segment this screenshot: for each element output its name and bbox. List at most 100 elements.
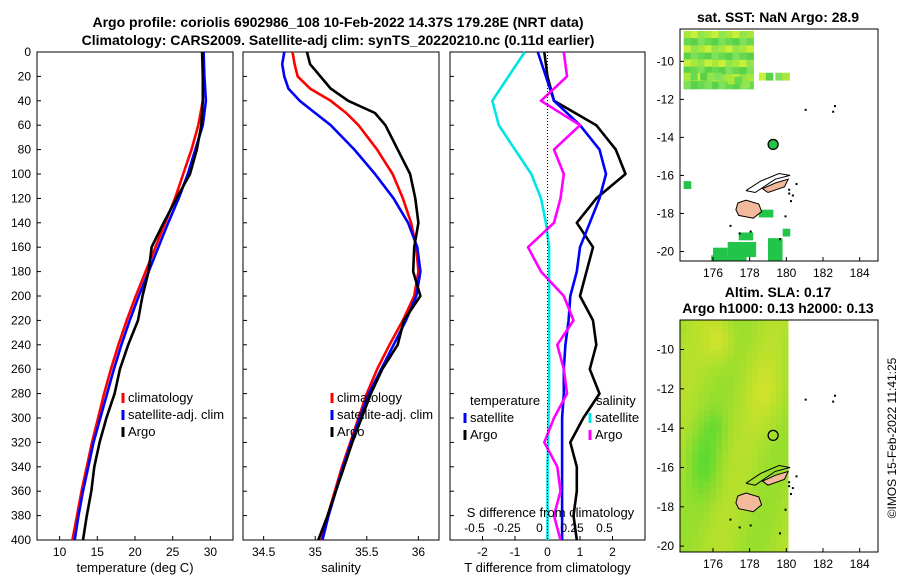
sla-field-cell bbox=[752, 392, 759, 399]
sla-field-cell bbox=[698, 380, 705, 387]
sla-field-cell bbox=[740, 458, 747, 465]
sst-field-cell bbox=[718, 255, 726, 261]
sst_map-xtick-label: 178 bbox=[740, 266, 760, 280]
sst-field-cell bbox=[725, 38, 734, 46]
sla-field-cell bbox=[710, 476, 717, 483]
sla-field-cell bbox=[680, 488, 687, 495]
sla-field-cell bbox=[746, 374, 753, 381]
sla-field-cell bbox=[716, 452, 723, 459]
sst-map-panel: sat. SST: NaN Argo: 28.9 176 178 180 182 184 -… bbox=[657, 9, 879, 280]
sla-field-cell bbox=[764, 494, 771, 501]
sla-field-cell bbox=[698, 500, 705, 507]
sla-field-cell bbox=[722, 452, 729, 459]
sla-field-cell bbox=[680, 512, 687, 519]
sla-field-cell bbox=[716, 536, 723, 543]
sla-field-cell bbox=[770, 350, 777, 357]
sla-field-cell bbox=[686, 422, 693, 429]
sla-field-cell bbox=[704, 518, 711, 525]
sla-field-cell bbox=[740, 452, 747, 459]
sla-field-cell bbox=[758, 350, 765, 357]
temperature-series-argo bbox=[81, 51, 205, 541]
islet-mark bbox=[804, 108, 807, 111]
sla-field-cell bbox=[782, 548, 789, 552]
sla-field-cell bbox=[704, 362, 711, 369]
depth-tick-label: 40 bbox=[18, 94, 32, 108]
sla-field-cell bbox=[776, 422, 783, 429]
sla-field-cell bbox=[734, 518, 741, 525]
sla-field-cell bbox=[746, 350, 753, 357]
sla-field-cell bbox=[722, 512, 729, 519]
sla-field-cell bbox=[770, 326, 777, 333]
island-shape bbox=[735, 492, 763, 513]
sla-field-cell bbox=[752, 356, 759, 363]
sst-field-cell bbox=[697, 52, 706, 61]
sla-field-cell bbox=[764, 326, 771, 333]
sla-field-cell bbox=[776, 548, 783, 552]
sla_map-ytick-label: -18 bbox=[657, 500, 675, 514]
sla-field-cell bbox=[698, 434, 705, 441]
sla-field-cell bbox=[698, 374, 705, 381]
sla-field-cell bbox=[704, 380, 711, 387]
sla-field-cell bbox=[770, 500, 777, 507]
sla-field-cell bbox=[698, 326, 705, 333]
sla-field-cell bbox=[698, 518, 705, 525]
sla-field-cell bbox=[704, 398, 711, 405]
sla-field-cell bbox=[758, 464, 765, 471]
sla-field-cell bbox=[782, 350, 789, 357]
sst-field-cell bbox=[732, 255, 740, 261]
difference-xtick-label: 2 bbox=[609, 545, 616, 559]
sla-field-cell bbox=[758, 404, 765, 411]
sst-field-cell bbox=[727, 249, 736, 258]
sst-field-cell bbox=[704, 81, 713, 89]
sla_map-ytick-label: -12 bbox=[657, 382, 675, 396]
sst-field-cell bbox=[725, 67, 734, 75]
sla-field-cell bbox=[686, 512, 693, 519]
sla-field-cell bbox=[734, 350, 741, 357]
diff-legend-right-entry: Argo bbox=[595, 427, 622, 442]
sla-field-cell bbox=[728, 338, 735, 345]
sla-field-cell bbox=[764, 428, 771, 435]
sla-field-cell bbox=[776, 350, 783, 357]
sla-field-cell bbox=[758, 458, 765, 465]
sla-field-cell bbox=[692, 452, 699, 459]
sla-field-cell bbox=[734, 386, 741, 393]
sla-field-cell bbox=[746, 518, 753, 525]
sla-field-cell bbox=[710, 404, 717, 411]
sla-field-cell bbox=[728, 398, 735, 405]
sst-field-cell bbox=[758, 72, 767, 81]
sla-field-cell bbox=[752, 476, 759, 483]
depth-tick-label: 320 bbox=[11, 435, 31, 449]
sst-field-cell bbox=[697, 38, 706, 46]
sla-field-cell bbox=[722, 422, 729, 429]
salinity-xtick-label: 35 bbox=[309, 545, 323, 559]
sla-field-cell bbox=[740, 530, 747, 537]
sla-field-cell bbox=[776, 494, 783, 501]
sla-field-cell bbox=[698, 452, 705, 459]
sla-field-cell bbox=[764, 446, 771, 453]
sla-field-cell bbox=[734, 320, 741, 327]
sla-field-cell bbox=[692, 488, 699, 495]
sla-field-cell bbox=[728, 386, 735, 393]
diff-top-axis-label: S difference from climatology bbox=[467, 505, 635, 520]
sla-field-cell bbox=[692, 530, 699, 537]
sla-field-cell bbox=[734, 398, 741, 405]
sla-field-cell bbox=[722, 524, 729, 531]
sla-field-cell bbox=[698, 470, 705, 477]
sla-field-cell bbox=[758, 530, 765, 537]
sla-field-cell bbox=[734, 338, 741, 345]
sla-field-cell bbox=[758, 386, 765, 393]
sst-field-cell bbox=[690, 45, 699, 54]
sla-field-cell bbox=[752, 458, 759, 465]
sla-field-cell bbox=[716, 434, 723, 441]
sla-field-cell bbox=[716, 476, 723, 483]
sla-field-cell bbox=[746, 416, 753, 423]
sla-field-cell bbox=[680, 326, 687, 333]
sla-field-cell bbox=[746, 386, 753, 393]
sst-field-cell bbox=[683, 52, 692, 61]
sla-field-cell bbox=[776, 464, 783, 471]
sla-field-cell bbox=[680, 434, 687, 441]
sla-field-cell bbox=[704, 326, 711, 333]
sla-field-cell bbox=[776, 398, 783, 405]
sla-field-cell bbox=[764, 440, 771, 447]
sla-field-cell bbox=[728, 422, 735, 429]
